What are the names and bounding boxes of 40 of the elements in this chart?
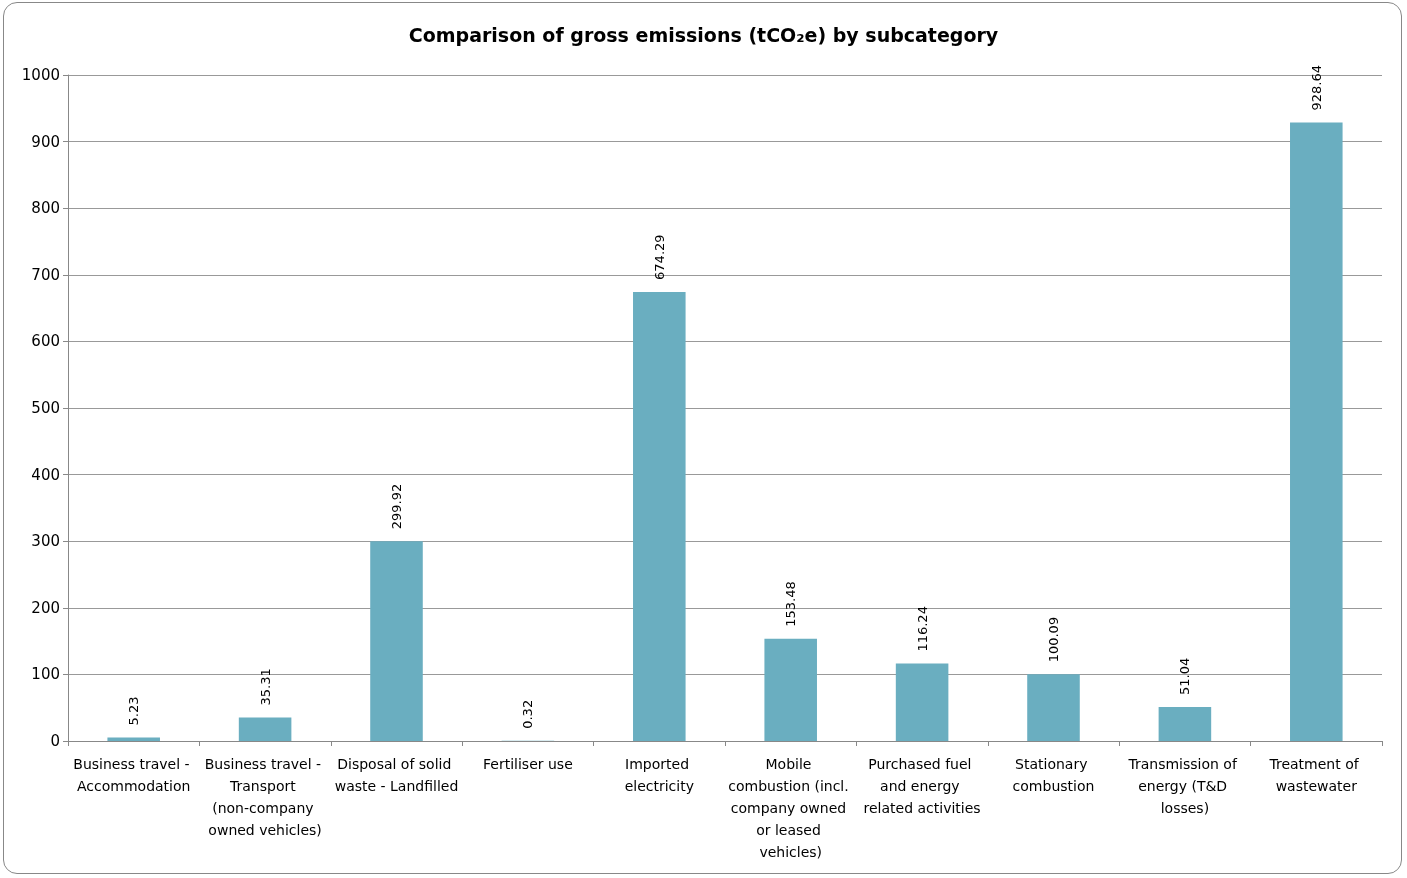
y-tick-label: 300	[31, 532, 60, 551]
x-tick-label: Treatment of wastewater	[1268, 756, 1364, 794]
bar	[1027, 674, 1080, 741]
x-tick-label: Imported electricity	[624, 756, 694, 794]
bar	[1158, 707, 1212, 741]
data-label: 0.32	[520, 699, 536, 729]
x-tick-label: Business travel - Accommodation	[73, 756, 195, 794]
y-tick-label: 900	[31, 132, 60, 151]
data-label: 5.23	[126, 696, 142, 726]
x-tick-label: Stationary combustion	[1012, 756, 1095, 794]
data-label: 51.04	[1177, 657, 1193, 696]
bar	[238, 717, 292, 741]
x-tick-label: Fertiliser use	[483, 756, 573, 772]
data-label: 928.64	[1308, 65, 1324, 111]
y-tick-label: 200	[31, 598, 60, 617]
x-tick-label: Purchased fuel and energy related activities	[863, 756, 981, 816]
y-tick-label: 700	[31, 265, 60, 284]
data-label: 35.31	[257, 668, 273, 706]
data-label: 153.48	[783, 581, 799, 627]
x-tick-label: Transmission of energy (T&D losses)	[1127, 756, 1242, 816]
y-tick-label: 600	[31, 332, 60, 351]
data-label: 116.24	[914, 606, 930, 652]
bar	[764, 638, 817, 741]
bar	[370, 541, 423, 741]
y-tick-label: 400	[31, 465, 60, 484]
data-label: 299.92	[389, 483, 404, 530]
data-label: 674.29	[651, 234, 667, 280]
x-tick-label: Business travel - Transport (non-company owned vehicles)	[204, 756, 326, 838]
x-tick-label: Disposal of solid waste - Landfilled	[334, 756, 459, 794]
data-label: 100.09	[1046, 616, 1061, 663]
bar	[1290, 122, 1343, 741]
x-tick-label: Mobile combustion (incl. company owned or leased vehicles)	[728, 756, 854, 860]
bar	[895, 663, 949, 741]
y-tick-label: 800	[31, 199, 60, 218]
bar	[633, 291, 686, 741]
y-tick-label: 100	[31, 665, 60, 684]
y-tick-label: 1000	[21, 66, 60, 84]
y-tick-label: 0	[50, 732, 60, 750]
chart-title: Comparison of gross emissions (tCO₂e) by subcategory	[408, 23, 999, 46]
y-tick-label: 500	[31, 399, 60, 417]
